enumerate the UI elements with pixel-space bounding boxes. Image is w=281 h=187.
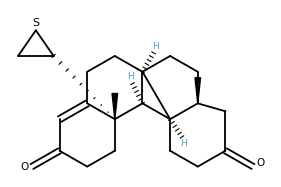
Text: O: O (256, 158, 264, 168)
Text: S: S (32, 18, 39, 28)
Polygon shape (195, 78, 201, 103)
Text: H: H (152, 42, 159, 51)
Text: H: H (181, 139, 187, 148)
Text: O: O (21, 162, 29, 171)
Polygon shape (112, 94, 117, 119)
Text: H: H (127, 72, 134, 81)
